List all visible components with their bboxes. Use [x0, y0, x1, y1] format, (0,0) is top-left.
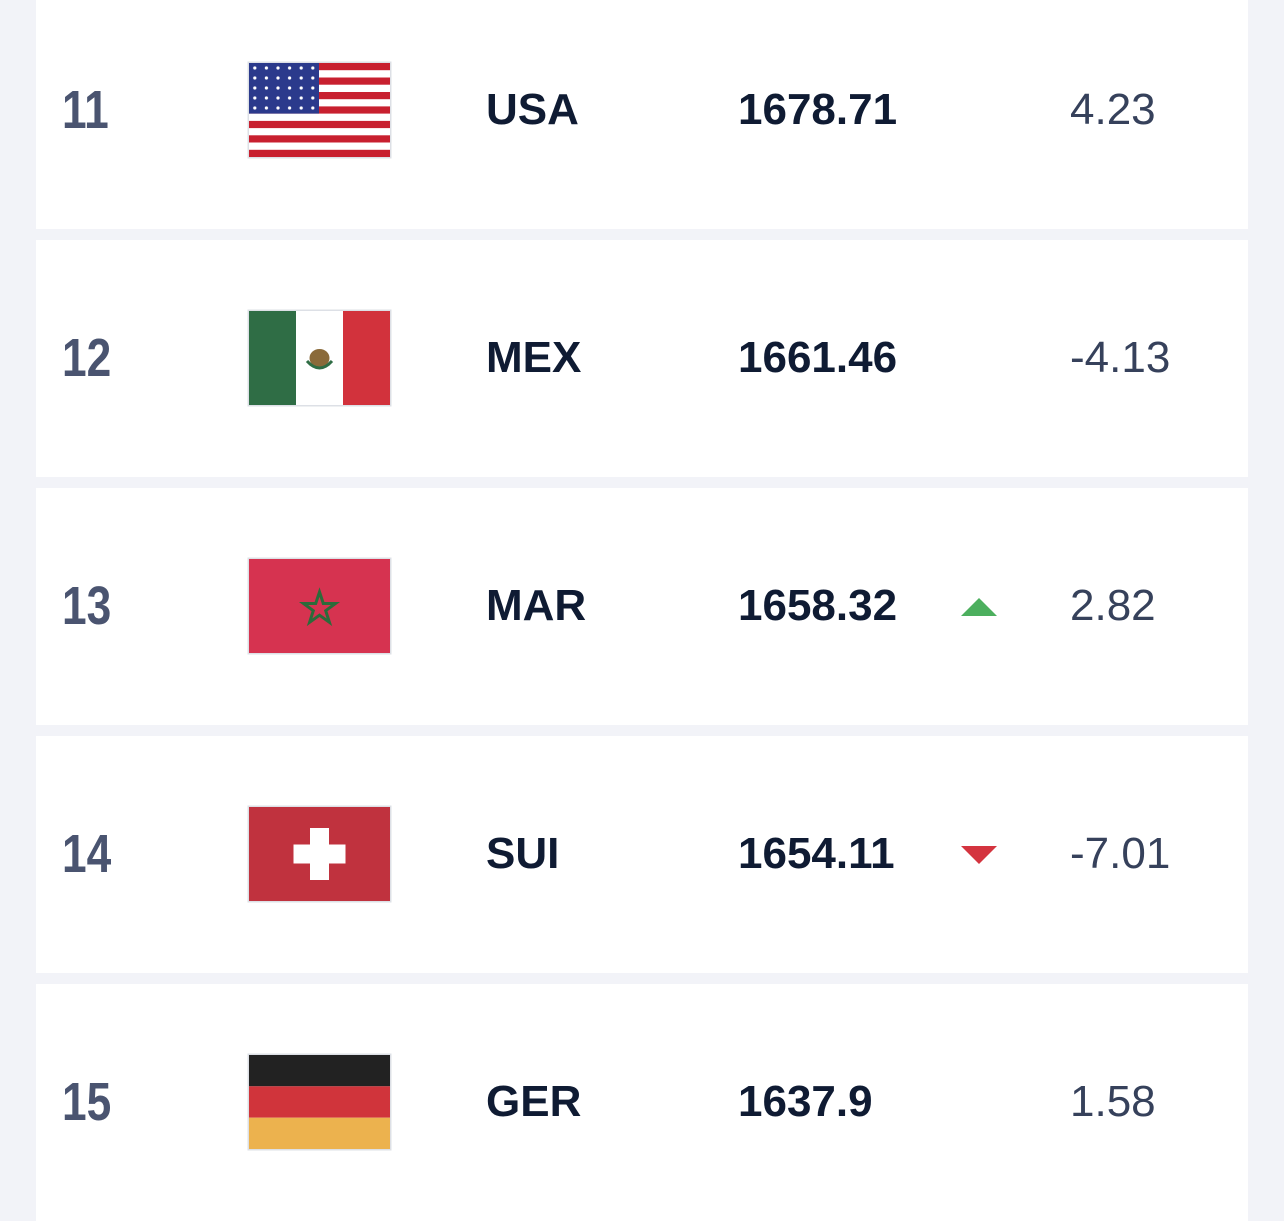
- ranking-row: 12 MEX 1661.46 -4.13: [36, 240, 1248, 477]
- trend-icon: [961, 598, 997, 616]
- trend: [960, 592, 998, 620]
- ranking-row: 14 SUI 1654.11 -7.01: [36, 736, 1248, 973]
- trend: [960, 1088, 998, 1116]
- rank: 11: [62, 80, 109, 140]
- trend: [960, 344, 998, 372]
- points: 1637.9: [738, 1077, 873, 1126]
- flag: [249, 63, 390, 157]
- trend-icon: [961, 846, 997, 864]
- change: -4.13: [1070, 333, 1171, 382]
- flag: [249, 559, 390, 653]
- flag: [249, 311, 390, 405]
- ranking-page: 11 USA 1678.71 4.23 12 MEX 1661.46 -4.13…: [36, 0, 1248, 1221]
- trend: [960, 840, 998, 868]
- flag: [249, 1055, 390, 1149]
- rank: 15: [62, 1072, 112, 1132]
- arrow-down: [961, 846, 997, 864]
- team: MEX: [486, 333, 582, 382]
- points: 1661.46: [738, 333, 898, 382]
- flag: [249, 807, 390, 901]
- team: MAR: [486, 581, 587, 630]
- points: 1654.11: [738, 829, 895, 878]
- team: GER: [486, 1077, 582, 1126]
- rank: 13: [62, 576, 112, 636]
- team: SUI: [486, 829, 560, 878]
- points: 1678.71: [738, 85, 898, 134]
- change: 1.58: [1070, 1077, 1156, 1126]
- change: 4.23: [1070, 85, 1156, 134]
- ranking-row: 15 GER 1637.9 1.58: [36, 984, 1248, 1221]
- change: -7.01: [1070, 829, 1171, 878]
- trend: [960, 96, 998, 124]
- arrow-up: [961, 598, 997, 616]
- rank: 12: [62, 328, 112, 388]
- team: USA: [486, 85, 579, 134]
- points: 1658.32: [738, 581, 898, 630]
- ranking-row: 13 MAR 1658.32 2.82: [36, 488, 1248, 725]
- change: 2.82: [1070, 581, 1156, 630]
- ranking-row: 11 USA 1678.71 4.23: [36, 0, 1248, 229]
- rank: 14: [62, 824, 112, 884]
